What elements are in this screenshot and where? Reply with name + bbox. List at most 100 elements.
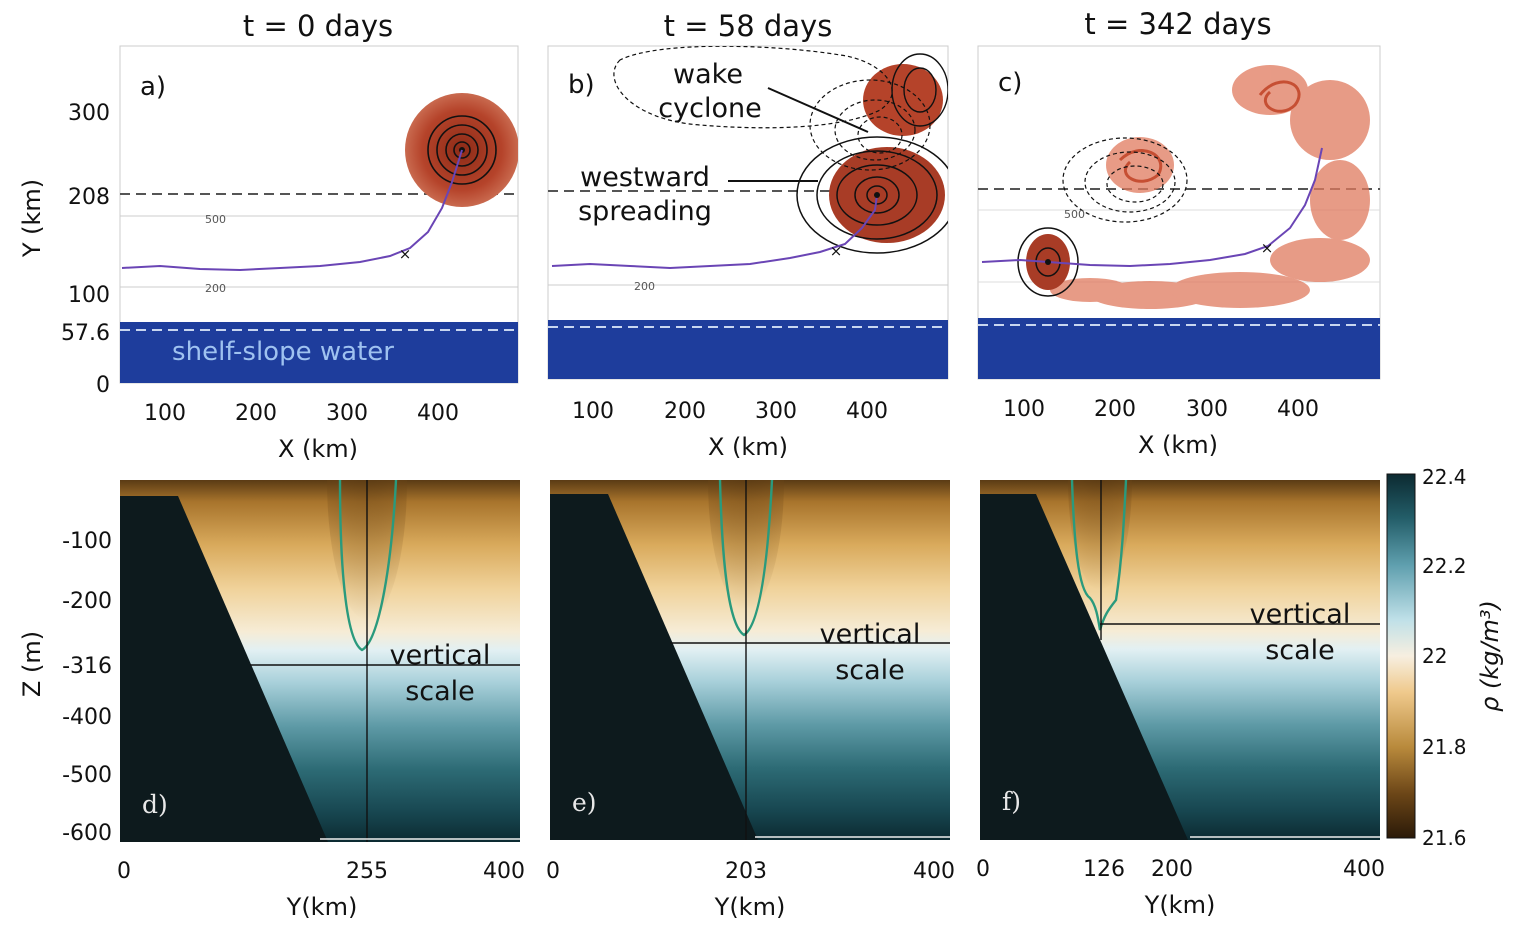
colorbar-tick: 21.6	[1422, 826, 1467, 850]
panel-d: vertical scale d) -100 -200 -316 -400 -5…	[18, 480, 525, 921]
wake-eddy	[863, 64, 943, 136]
colorbar: 22.4 22.2 22 21.8 21.6 ρ (kg/m³)	[1386, 465, 1504, 850]
x-ticks-f: 0 126 200 400	[976, 857, 1385, 882]
x-tick: 400	[1277, 397, 1319, 422]
continental-slope	[120, 496, 328, 842]
y-tick: 300	[68, 101, 110, 126]
annotation-scale: scale	[405, 676, 475, 707]
annotation-vertical: vertical	[390, 640, 491, 671]
x-tick: 0	[976, 857, 990, 882]
x-tick: 400	[483, 859, 525, 884]
x-tick: 400	[417, 401, 459, 426]
colorbar-tick: 21.8	[1422, 735, 1467, 759]
x-ticks-d: 0 255 400	[117, 859, 525, 884]
colorbar-tick: 22.2	[1422, 554, 1467, 578]
depth-label-500: 500	[1064, 208, 1085, 221]
panel-letter-a: a)	[140, 72, 166, 102]
track-marker: ×	[1261, 239, 1274, 257]
depth-label-500: 500	[205, 213, 226, 226]
x-tick: 126	[1083, 857, 1125, 882]
filament-swirl	[1118, 80, 1301, 183]
y-tick: -500	[62, 763, 112, 788]
wake-pointer	[767, 87, 869, 133]
eddy-center-dot	[1045, 259, 1051, 265]
x-axis-label-d: Y(km)	[286, 893, 358, 921]
y-tick: -200	[62, 589, 112, 614]
eddy-track	[121, 149, 463, 272]
panel-c: × 500 c) 100 200 300 400 X (km)	[977, 45, 1381, 459]
eddy-contours	[427, 115, 497, 185]
panel-letter-f: f)	[1002, 787, 1021, 816]
colorbar-label: ρ (kg/m³)	[1476, 600, 1504, 712]
x-ticks-a: 100 200 300 400	[144, 401, 459, 426]
colorbar-tick: 22	[1422, 644, 1447, 668]
annotation-scale: scale	[1265, 635, 1335, 666]
eddy-contours	[796, 136, 948, 254]
x-tick: 400	[846, 399, 888, 424]
x-tick: 400	[913, 859, 955, 884]
panel-letter-d: d)	[142, 790, 168, 819]
y-tick: 208	[68, 185, 110, 210]
shelf-slope-water-label: shelf-slope water	[172, 337, 394, 367]
y-tick: -316	[62, 654, 112, 679]
isopycnal-contour	[718, 480, 774, 637]
x-tick: 255	[346, 859, 388, 884]
x-tick: 200	[1151, 857, 1193, 882]
y-tick: -600	[62, 821, 112, 846]
x-axis-label-a: X (km)	[278, 435, 358, 463]
annotation-vertical: vertical	[820, 619, 921, 650]
panel-letter-e: e)	[572, 788, 597, 817]
isopycnal-contour	[338, 480, 398, 652]
y-ticks-a: 300 208 100 57.6 0	[61, 101, 110, 398]
eddy-core	[1068, 480, 1132, 590]
x-tick: 200	[1094, 397, 1136, 422]
x-tick: 203	[725, 859, 767, 884]
eddy-center-dot	[874, 192, 880, 198]
x-tick: 100	[572, 399, 614, 424]
isopycnal-contour	[1070, 480, 1128, 631]
title-c: t = 342 days	[1084, 7, 1271, 41]
title-a: t = 0 days	[243, 9, 393, 43]
y-tick: 100	[68, 283, 110, 308]
panel-letter-b: b)	[568, 70, 595, 100]
annotation-vertical: vertical	[1250, 599, 1351, 630]
x-ticks-e: 0 203 400	[546, 859, 955, 884]
panel-b: × 200 b) wake cyclone westward spreading…	[547, 45, 949, 461]
x-tick: 200	[235, 401, 277, 426]
x-axis-label-c: X (km)	[1138, 431, 1218, 459]
shelf-water	[120, 322, 518, 383]
depth-label-200: 200	[634, 280, 655, 293]
annotation-scale: scale	[835, 655, 905, 686]
title-b: t = 58 days	[664, 9, 833, 43]
colorbar-gradient	[1386, 473, 1416, 839]
x-tick: 100	[144, 401, 186, 426]
continental-slope	[550, 494, 758, 840]
panel-e: vertical scale e) 0 203 400 Y(km)	[546, 480, 955, 921]
y-tick: 57.6	[61, 321, 110, 346]
wake-contours	[613, 46, 931, 171]
x-axis-label-f: Y(km)	[1144, 891, 1216, 919]
x-tick: 0	[546, 859, 560, 884]
shelf-water	[978, 318, 1380, 379]
eddy-track	[551, 194, 878, 270]
annotation-cyclone: cyclone	[658, 93, 761, 124]
colorbar-ticks: 22.4 22.2 22 21.8 21.6	[1422, 465, 1467, 850]
panel-a: × 500 200 a) shelf-slope water 300 208 1…	[18, 45, 519, 463]
x-tick: 0	[117, 859, 131, 884]
shelf-water	[548, 320, 948, 379]
panel-letter-c: c)	[998, 68, 1022, 98]
y-tick: -400	[62, 705, 112, 730]
y-tick: 0	[96, 373, 110, 398]
annotation-spreading: spreading	[578, 196, 712, 227]
x-tick: 300	[755, 399, 797, 424]
colorbar-tick: 22.4	[1422, 465, 1467, 489]
annotation-westward: westward	[580, 162, 710, 193]
panel-f: vertical scale f) 0 126 200 400 Y(km)	[976, 480, 1385, 919]
wake-cyclone-contours	[891, 53, 948, 127]
filaments	[1050, 65, 1370, 309]
y-axis-label-d: Z (m)	[18, 631, 46, 697]
track-marker: ×	[399, 245, 412, 263]
annotation-wake: wake	[673, 59, 743, 90]
track-marker: ×	[830, 242, 843, 260]
